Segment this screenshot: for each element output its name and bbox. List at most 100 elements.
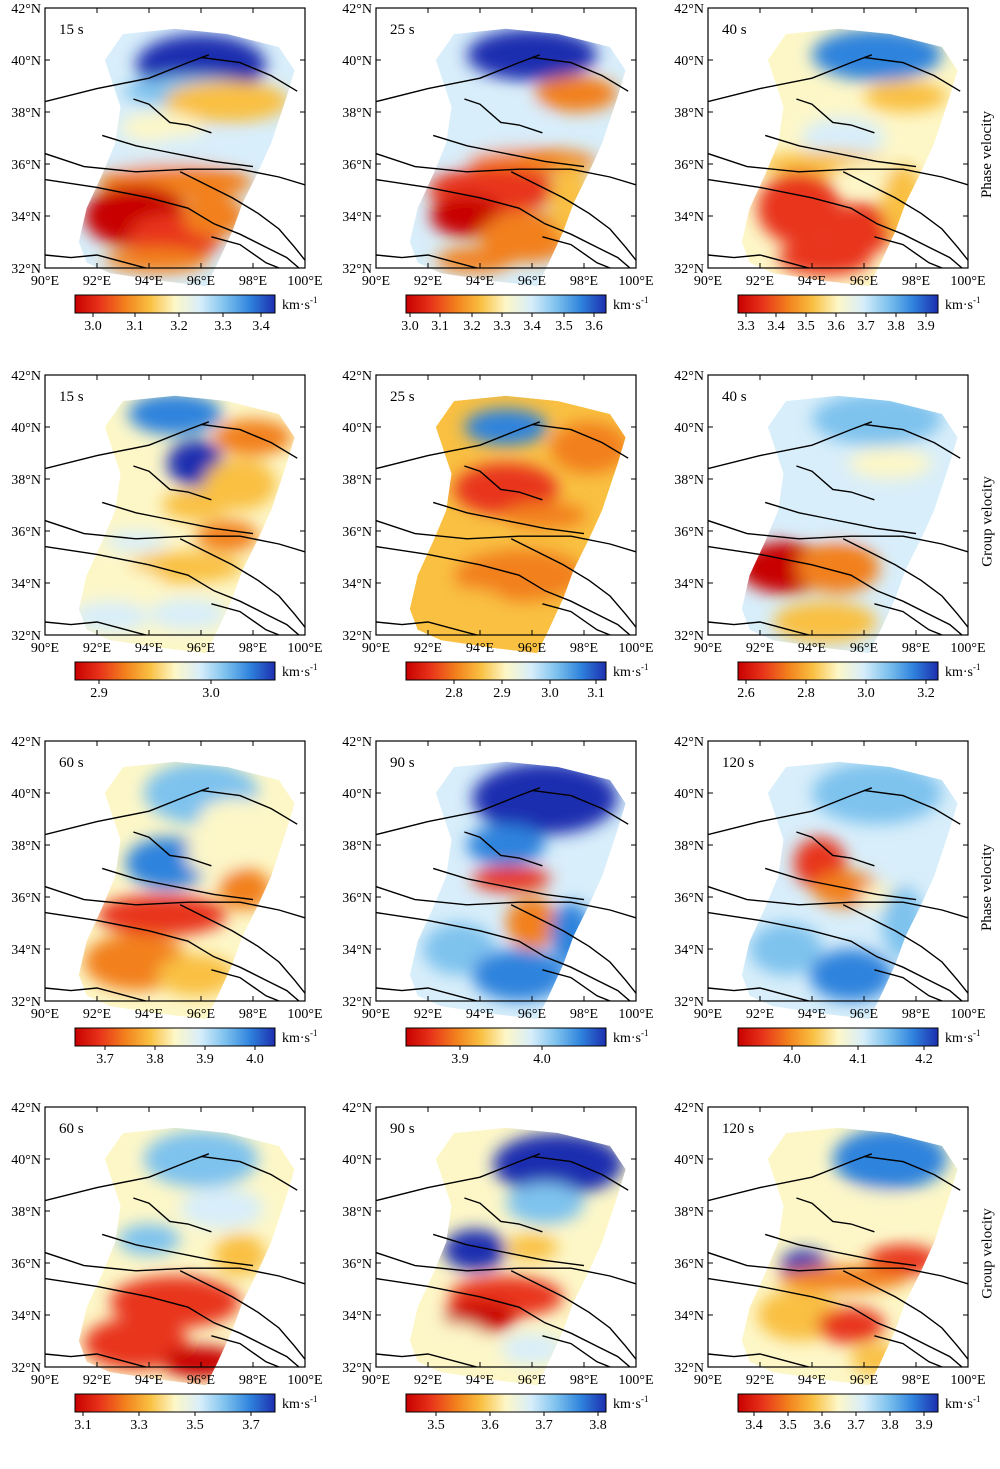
lat-tick-label: 34°N: [674, 210, 704, 225]
lon-tick-label: 98°E: [570, 274, 598, 289]
fault-line: [796, 465, 875, 501]
fault-line: [133, 465, 212, 501]
velocity-field: [409, 28, 626, 287]
fault-line: [133, 98, 212, 134]
lon-tick-label: 90°E: [694, 274, 722, 289]
lon-tick-label: 98°E: [239, 1007, 267, 1022]
velocity-anomaly: [180, 1187, 264, 1230]
lat-tick-label: 40°N: [674, 54, 704, 69]
velocity-anomaly: [550, 421, 626, 474]
color-scale-tick-label: 2.6: [737, 686, 755, 701]
fault-line: [464, 98, 543, 134]
lon-tick-label: 100°E: [287, 1007, 322, 1022]
lon-tick-label: 94°E: [135, 1373, 163, 1388]
velocity-anomaly: [104, 531, 168, 552]
lon-tick-label: 100°E: [950, 1373, 985, 1388]
fault-line: [708, 421, 873, 470]
fault-lines: [45, 421, 305, 635]
color-scale-tick-label: 3.7: [242, 1418, 260, 1433]
lon-tick-label: 94°E: [466, 1007, 494, 1022]
lon-tick-label: 94°E: [798, 274, 826, 289]
velocity-anomaly: [778, 239, 872, 276]
color-scale-tick-label: 3.9: [915, 1418, 933, 1433]
color-scale-tick-label: 3.4: [523, 319, 541, 334]
fault-line: [376, 254, 480, 268]
lon-tick-label: 98°E: [239, 1373, 267, 1388]
lat-tick-label: 38°N: [342, 1205, 372, 1220]
fault-line: [211, 603, 281, 635]
fault-line: [200, 56, 298, 92]
lat-tick-label: 38°N: [11, 839, 41, 854]
fault-lines: [376, 1153, 636, 1367]
velocity-anomaly: [832, 1127, 948, 1191]
map-frame: [707, 1106, 969, 1368]
row-label-text: Phase velocity: [979, 110, 996, 198]
fault-line: [874, 603, 944, 635]
fault-lines: [45, 787, 305, 1001]
fault-line: [531, 56, 629, 92]
velocity-anomaly: [500, 1333, 564, 1365]
velocity-anomaly: [464, 408, 548, 446]
map-panel: 42°N 40°N 38°N 36°N 34°N 32°N90°E 92°E 94°E 96°E…: [11, 1101, 322, 1433]
velocity-anomaly: [182, 195, 246, 237]
fault-line: [842, 171, 968, 261]
unit-label: km·s-1: [945, 295, 981, 313]
color-scale-tick-label: 3.6: [585, 319, 603, 334]
lon-tick-label: 100°E: [287, 274, 322, 289]
velocity-anomaly: [506, 1234, 558, 1261]
lon-tick-label: 92°E: [746, 641, 774, 656]
row-label-phase-1: Phase velocity: [976, 8, 1000, 300]
lon-tick-label: 96°E: [850, 1007, 878, 1022]
period-label: 15 s: [59, 389, 84, 405]
fault-line: [863, 56, 961, 92]
fault-line: [101, 134, 254, 168]
fault-line: [101, 501, 254, 535]
map-panel: 42°N 40°N 38°N 36°N 34°N 32°N90°E 92°E 94°E 96°E…: [674, 2, 985, 334]
velocity-anomaly: [198, 798, 277, 840]
color-scale: 2.9 3.0 km·s-1: [74, 661, 318, 701]
lat-tick-label: 36°N: [342, 525, 372, 540]
velocity-anomaly: [817, 1307, 885, 1344]
velocity-anomaly: [506, 1182, 584, 1224]
fault-line: [432, 134, 585, 168]
velocity-field: [409, 1127, 626, 1386]
color-scale-tick-label: 3.2: [917, 686, 935, 701]
lat-tick-label: 36°N: [11, 525, 41, 540]
color-scale-tick-label: 3.4: [745, 1418, 763, 1433]
velocity-anomaly: [435, 247, 514, 274]
period-label: 15 s: [59, 22, 84, 38]
velocity-field: [741, 1127, 958, 1386]
fault-line: [863, 1155, 961, 1191]
lat-tick-label: 36°N: [674, 525, 704, 540]
lon-tick-label: 96°E: [518, 1373, 546, 1388]
period-label: 40 s: [722, 389, 747, 405]
color-scale-tick-label: 4.0: [533, 1052, 551, 1067]
color-scale-tick-label: 3.7: [96, 1052, 114, 1067]
fault-line: [874, 236, 944, 268]
color-scale-tick-label: 4.0: [246, 1052, 264, 1067]
color-scale-tick-label: 3.8: [146, 1052, 164, 1067]
fault-line: [179, 171, 305, 261]
color-scale-tick-label: 3.1: [431, 319, 449, 334]
fault-line: [200, 423, 298, 459]
lat-tick-label: 40°N: [342, 54, 372, 69]
fault-line: [45, 1277, 301, 1367]
fault-line: [863, 789, 961, 825]
color-scale-tick-label: 3.4: [767, 319, 785, 334]
lon-tick-label: 100°E: [618, 641, 653, 656]
fault-line: [531, 1155, 629, 1191]
color-scale-bar: [737, 1393, 939, 1413]
velocity-anomaly: [84, 567, 162, 599]
period-label: 120 s: [722, 755, 754, 771]
color-scale-tick-label: 2.9: [493, 686, 511, 701]
velocity-anomaly: [214, 1234, 266, 1276]
velocity-anomaly: [425, 588, 509, 630]
color-scale-tick-label: 4.1: [849, 1052, 867, 1067]
color-scale-tick-label: 2.8: [445, 686, 463, 701]
period-label: 25 s: [390, 22, 415, 38]
lon-tick-label: 94°E: [466, 274, 494, 289]
color-scale-bar: [737, 661, 939, 681]
fault-line: [45, 519, 305, 553]
row-label-phase-2: Phase velocity: [976, 741, 1000, 1033]
